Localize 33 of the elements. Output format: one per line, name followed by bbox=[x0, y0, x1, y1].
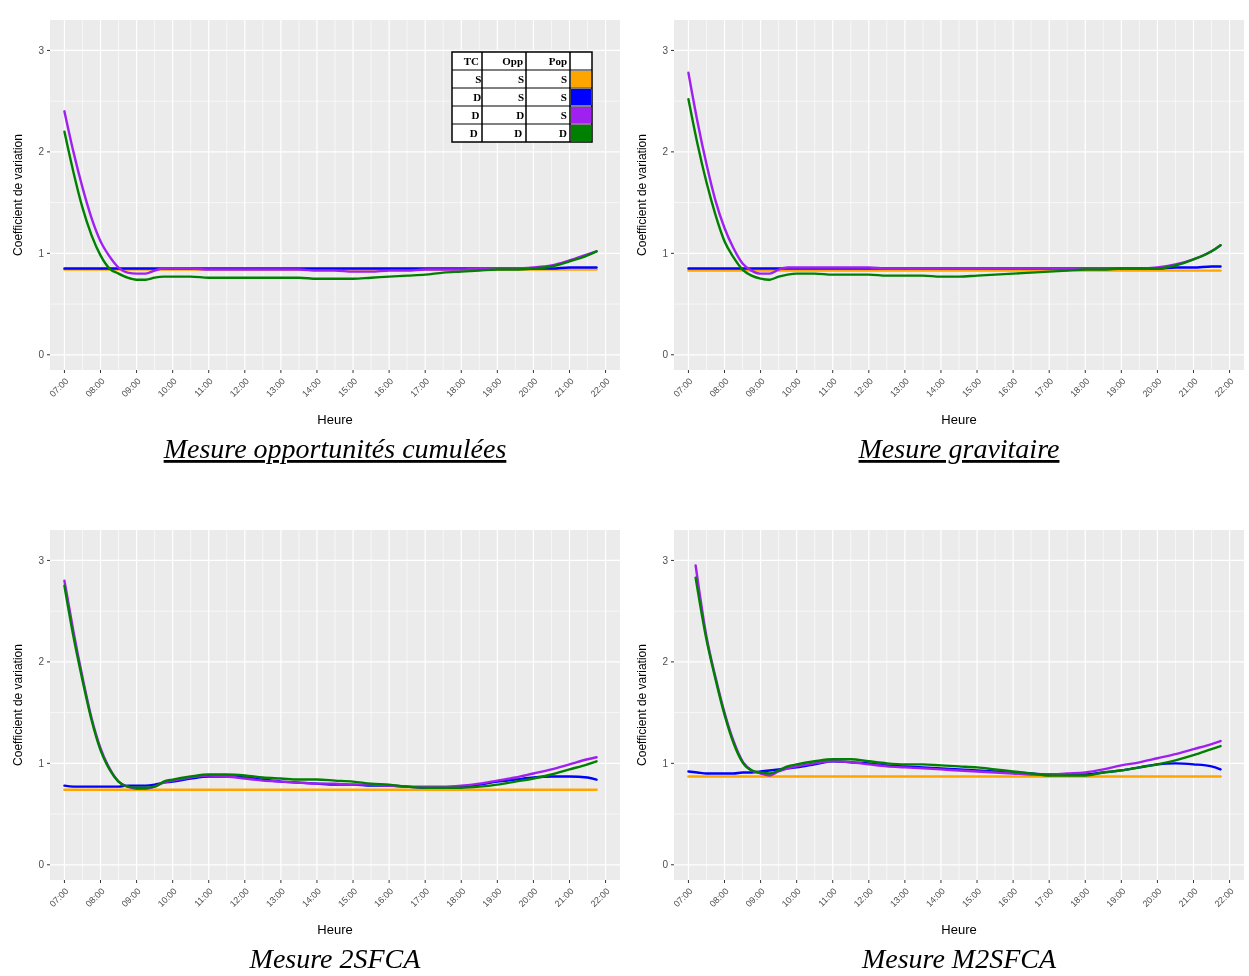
y-tick-label: 3 bbox=[38, 554, 45, 566]
x-axis-title: Heure bbox=[317, 922, 353, 937]
y-tick-label: 1 bbox=[38, 247, 45, 259]
legend-label: S S S bbox=[475, 73, 567, 85]
y-axis-title: Coefficient de variation bbox=[635, 644, 649, 766]
x-axis-title: Heure bbox=[941, 922, 977, 937]
y-tick-label: 2 bbox=[38, 656, 45, 668]
y-axis-title: Coefficient de variation bbox=[635, 134, 649, 256]
y-axis-title: Coefficient de variation bbox=[11, 134, 25, 256]
y-tick-label: 1 bbox=[38, 757, 45, 769]
y-tick-label: 1 bbox=[662, 247, 669, 259]
y-tick-label: 3 bbox=[38, 44, 45, 56]
text: Mesure gravitaire bbox=[857, 433, 1060, 464]
legend-label: D D D bbox=[469, 127, 568, 139]
y-tick-label: 2 bbox=[662, 656, 669, 668]
text: TC Opp Pop bbox=[463, 55, 567, 67]
y-axis-title: Coefficient de variation bbox=[11, 644, 25, 766]
legend-label: D S S bbox=[473, 91, 567, 103]
text: Mesure opportunités cumulées bbox=[162, 433, 507, 464]
x-axis-title: Heure bbox=[317, 412, 353, 427]
y-tick-label: 0 bbox=[662, 349, 669, 361]
y-tick-label: 3 bbox=[662, 44, 669, 56]
y-tick-label: 1 bbox=[662, 757, 669, 769]
x-axis-title: Heure bbox=[941, 412, 977, 427]
text: Mesure M2SFCA bbox=[860, 943, 1057, 974]
y-tick-label: 2 bbox=[38, 146, 45, 158]
y-tick-label: 3 bbox=[662, 554, 669, 566]
y-tick-label: 0 bbox=[662, 859, 669, 871]
y-tick-label: 0 bbox=[38, 349, 45, 361]
y-tick-label: 2 bbox=[662, 146, 669, 158]
text: Mesure 2SFCA bbox=[248, 943, 422, 974]
y-tick-label: 0 bbox=[38, 859, 45, 871]
legend-label: D D S bbox=[471, 109, 567, 121]
